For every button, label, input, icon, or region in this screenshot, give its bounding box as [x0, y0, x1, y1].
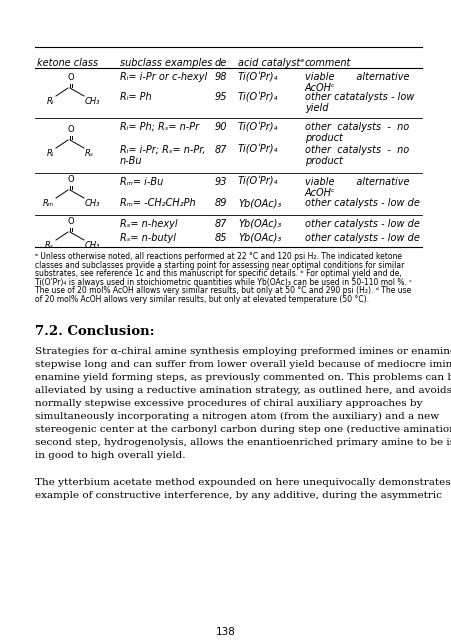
Text: Ti(OʹPr)₄: Ti(OʹPr)₄: [238, 145, 278, 155]
Text: in good to high overall yield.: in good to high overall yield.: [35, 451, 185, 460]
Text: 138: 138: [216, 627, 235, 637]
Text: comment: comment: [304, 58, 350, 68]
Text: 85: 85: [215, 233, 227, 243]
Text: example of constructive interference, by any additive, during the asymmetric: example of constructive interference, by…: [35, 491, 441, 500]
Text: Ti(OʹPr)₄: Ti(OʹPr)₄: [238, 92, 278, 102]
Text: Rₘ: Rₘ: [43, 199, 54, 208]
Text: Rₛ: Rₛ: [85, 149, 94, 158]
Text: 87: 87: [215, 145, 227, 155]
Text: product: product: [304, 133, 342, 143]
Text: 90: 90: [215, 122, 227, 132]
Text: alleviated by using a reductive amination strategy, as outlined here, and avoids: alleviated by using a reductive aminatio…: [35, 386, 451, 395]
Text: classes and subclasses provide a starting point for assessing near optimal condi: classes and subclasses provide a startin…: [35, 260, 404, 269]
Text: Rₘ= i-Bu: Rₘ= i-Bu: [120, 177, 163, 187]
Text: yield: yield: [304, 103, 328, 113]
Text: Rₗ: Rₗ: [46, 149, 54, 158]
Text: Rₛ= n-butyl: Rₛ= n-butyl: [120, 233, 175, 243]
Text: 95: 95: [215, 92, 227, 102]
Text: Ti(OʹPr)₄: Ti(OʹPr)₄: [238, 72, 278, 82]
Text: O: O: [68, 125, 74, 134]
Text: The use of 20 mol% AcOH allows very similar results, but only at 50 °C and 290 p: The use of 20 mol% AcOH allows very simi…: [35, 286, 410, 295]
Text: O: O: [68, 74, 74, 83]
Text: of 20 mol% AcOH allows very similar results, but only at elevated temperature (5: of 20 mol% AcOH allows very similar resu…: [35, 294, 368, 303]
Text: other catalysts - low de: other catalysts - low de: [304, 219, 419, 229]
Text: CH₃: CH₃: [85, 97, 100, 106]
Text: AcOHᶜ: AcOHᶜ: [304, 188, 335, 198]
Text: Rₛ= n-hexyl: Rₛ= n-hexyl: [120, 219, 177, 229]
Text: normally stepwise excessive procedures of chiral auxiliary approaches by: normally stepwise excessive procedures o…: [35, 399, 422, 408]
Text: O: O: [68, 218, 74, 227]
Text: n-Bu: n-Bu: [120, 156, 142, 166]
Text: Rₗ= Ph: Rₗ= Ph: [120, 92, 151, 102]
Text: 93: 93: [215, 177, 227, 187]
Text: Yb(OAc)₃: Yb(OAc)₃: [238, 233, 281, 243]
Text: The ytterbium acetate method expounded on here unequivocally demonstrates the fi: The ytterbium acetate method expounded o…: [35, 478, 451, 487]
Text: Rₗ= Ph; Rₛ= n-Pr: Rₗ= Ph; Rₛ= n-Pr: [120, 122, 199, 132]
Text: O: O: [68, 175, 74, 184]
Text: other catatalysts - low: other catatalysts - low: [304, 92, 414, 102]
Text: 98: 98: [215, 72, 227, 82]
Text: Yb(OAc)₃: Yb(OAc)₃: [238, 219, 281, 229]
Text: simultaneously incorporating a nitrogen atom (from the auxiliary) and a new: simultaneously incorporating a nitrogen …: [35, 412, 438, 421]
Text: de: de: [215, 58, 227, 68]
Text: second step, hydrogenolysis, allows the enantioenriched primary amine to be isol: second step, hydrogenolysis, allows the …: [35, 438, 451, 447]
Text: Rₘ= -CH₂CH₂Ph: Rₘ= -CH₂CH₂Ph: [120, 198, 195, 208]
Text: Yb(OAc)₃: Yb(OAc)₃: [238, 198, 281, 208]
Text: 89: 89: [215, 198, 227, 208]
Text: Strategies for α-chiral amine synthesis employing preformed imines or enamines a: Strategies for α-chiral amine synthesis …: [35, 347, 451, 356]
Text: Rₛ: Rₛ: [45, 241, 54, 250]
Text: stepwise long and can suffer from lower overall yield because of mediocre imine : stepwise long and can suffer from lower …: [35, 360, 451, 369]
Text: CH₃: CH₃: [85, 199, 100, 208]
Text: viable       alternative: viable alternative: [304, 72, 409, 82]
Text: other catalysts - low de: other catalysts - low de: [304, 198, 419, 208]
Text: Rₗ= i-Pr or c-hexyl: Rₗ= i-Pr or c-hexyl: [120, 72, 207, 82]
Text: 7.2. Conclusion:: 7.2. Conclusion:: [35, 325, 154, 338]
Text: stereogenic center at the carbonyl carbon during step one (reductive amination).: stereogenic center at the carbonyl carbo…: [35, 425, 451, 434]
Text: subclass examples: subclass examples: [120, 58, 212, 68]
Text: ᵃ Unless otherwise noted, all reactions performed at 22 °C and 120 psi H₂. The i: ᵃ Unless otherwise noted, all reactions …: [35, 252, 401, 261]
Text: substrates, see reference 1c and this manuscript for specific details. ᵇ For opt: substrates, see reference 1c and this ma…: [35, 269, 401, 278]
Text: Rₗ= i-Pr; Rₛ= n-Pr,: Rₗ= i-Pr; Rₛ= n-Pr,: [120, 145, 205, 155]
Text: Rₗ: Rₗ: [46, 97, 54, 106]
Text: other catalysts - low de: other catalysts - low de: [304, 233, 419, 243]
Text: Ti(OʹPr)₄: Ti(OʹPr)₄: [238, 177, 278, 187]
Text: product: product: [304, 156, 342, 166]
Text: acid catalystᵃ: acid catalystᵃ: [238, 58, 304, 68]
Text: enamine yield forming steps, as previously commented on. This problems can be: enamine yield forming steps, as previous…: [35, 373, 451, 382]
Text: 87: 87: [215, 219, 227, 229]
Text: other  catalysts  -  no: other catalysts - no: [304, 122, 408, 132]
Text: ketone class: ketone class: [37, 58, 98, 68]
Text: Ti(OʹPr)₄ is always used in stoichiometric quantities while Yb(OAc)₃ can be used: Ti(OʹPr)₄ is always used in stoichiometr…: [35, 278, 411, 287]
Text: viable       alternative: viable alternative: [304, 177, 409, 187]
Text: AcOHᶜ: AcOHᶜ: [304, 83, 335, 93]
Text: other  catalysts  -  no: other catalysts - no: [304, 145, 408, 155]
Text: Ti(OʹPr)₄: Ti(OʹPr)₄: [238, 122, 278, 132]
Text: CH₃: CH₃: [85, 241, 100, 250]
